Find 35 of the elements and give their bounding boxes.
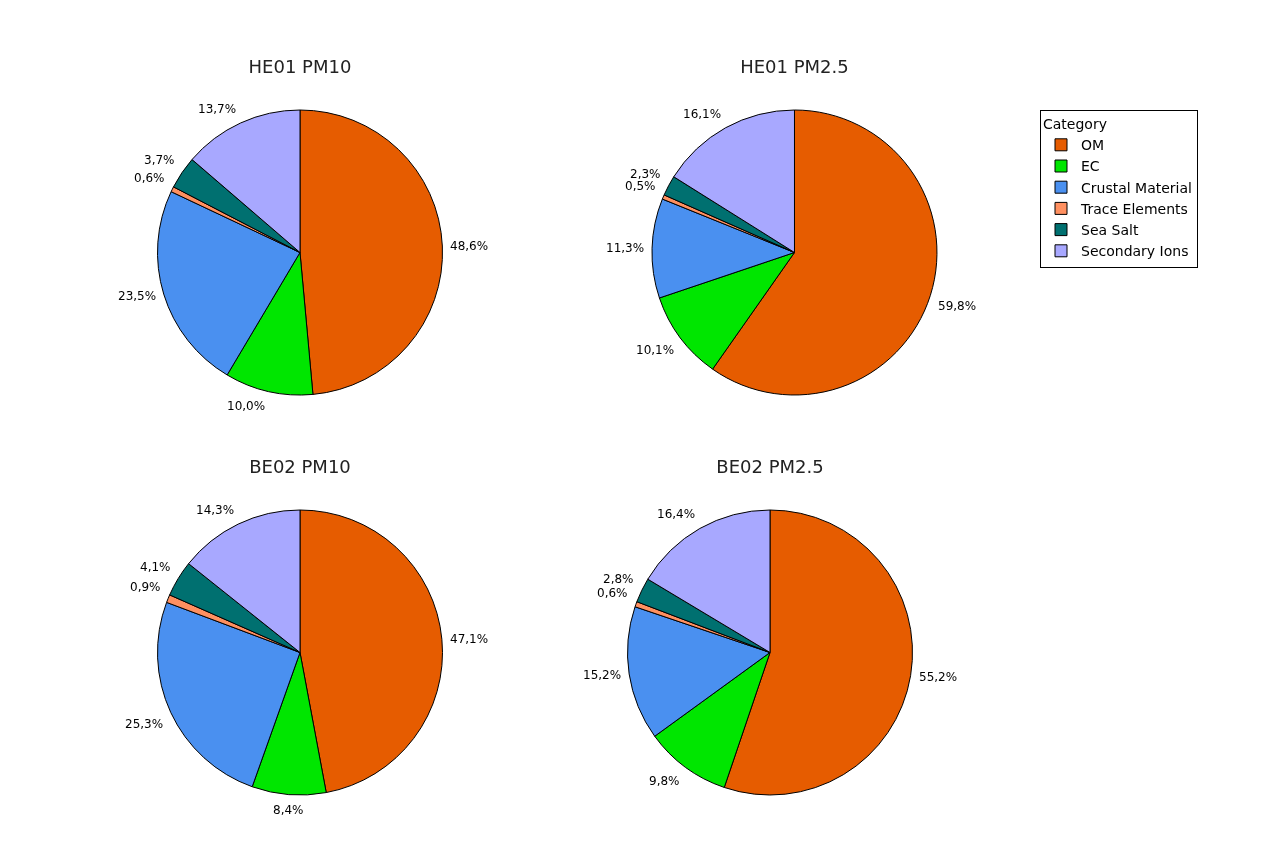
data-label: 48,6% <box>450 239 489 253</box>
legend-label: Secondary Ions <box>1081 243 1189 260</box>
data-label: 59,8% <box>938 299 977 313</box>
data-label: 9,8% <box>649 774 680 788</box>
data-label: 10,1% <box>636 343 675 357</box>
chart-title: HE01 PM10 <box>248 55 352 77</box>
data-label: 47,1% <box>450 632 489 646</box>
data-label: 10,0% <box>227 399 266 413</box>
data-label: 2,8% <box>603 572 634 586</box>
data-label: 4,1% <box>140 560 171 574</box>
legend-title: Category <box>1043 116 1107 133</box>
data-label: 2,3% <box>630 167 661 181</box>
data-label: 25,3% <box>125 717 164 731</box>
data-label: 15,2% <box>583 668 622 682</box>
legend-label: Sea Salt <box>1081 222 1139 239</box>
chart-title: BE02 PM10 <box>249 455 351 477</box>
data-label: 16,4% <box>657 507 696 521</box>
legend-label: Trace Elements <box>1080 200 1188 217</box>
data-label: 23,5% <box>118 289 157 303</box>
chart-title: BE02 PM2.5 <box>716 455 824 477</box>
data-label: 0,9% <box>130 580 161 594</box>
data-label: 13,7% <box>198 102 237 116</box>
data-label: 55,2% <box>919 670 958 684</box>
chart-title: HE01 PM2.5 <box>740 55 849 77</box>
legend-label: Crustal Material <box>1081 179 1192 196</box>
data-label: 8,4% <box>273 803 304 817</box>
data-label: 16,1% <box>683 107 722 121</box>
data-label: 0,6% <box>134 171 165 185</box>
legend-label: EC <box>1081 158 1100 175</box>
data-label: 0,6% <box>597 586 628 600</box>
data-label: 0,5% <box>625 179 656 193</box>
data-label: 11,3% <box>606 241 645 255</box>
legend-label: OM <box>1081 137 1105 154</box>
data-label: 14,3% <box>196 503 235 517</box>
data-label: 3,7% <box>144 153 175 167</box>
